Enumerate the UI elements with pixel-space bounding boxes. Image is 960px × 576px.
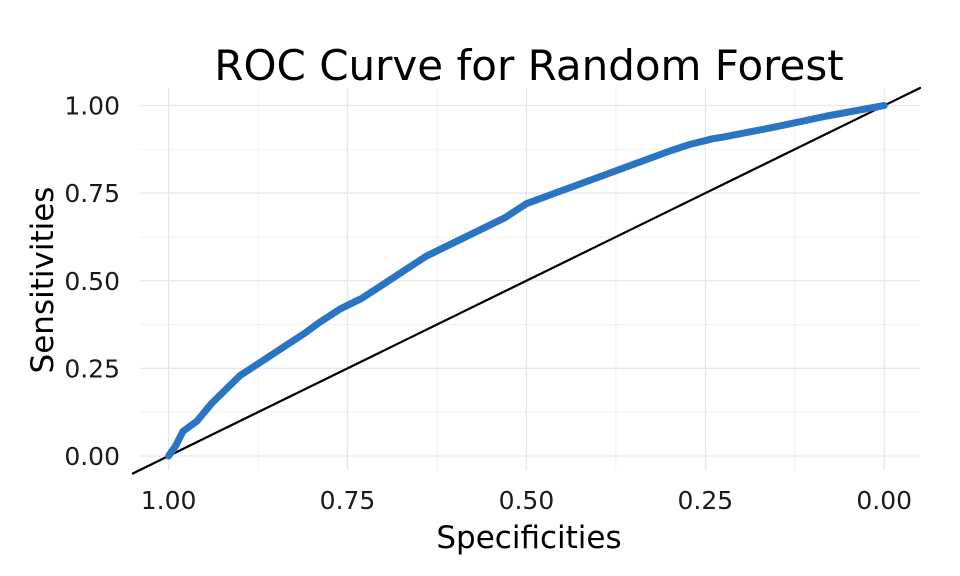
y-tick-label: 1.00 <box>64 92 120 121</box>
chart-title: ROC Curve for Random Forest <box>214 41 843 90</box>
x-axis-label: Specificities <box>436 520 621 556</box>
roc-curve-line <box>165 102 888 460</box>
y-axis-label: Sensitivities <box>25 187 61 374</box>
x-tick-label: 0.00 <box>856 486 912 515</box>
x-tick-label: 1.00 <box>141 486 197 515</box>
x-tick-label: 0.25 <box>677 486 733 515</box>
reference-diagonal-line <box>131 86 922 475</box>
y-tick-label: 0.50 <box>64 267 120 296</box>
y-tick-label: 0.75 <box>64 179 120 208</box>
grid <box>140 88 920 470</box>
tick-labels: 1.00 0.75 0.50 0.25 0.00 0.00 0.25 0.50 0.75 1.00 <box>64 92 912 515</box>
series-layer <box>131 86 922 475</box>
x-tick-label: 0.75 <box>320 486 376 515</box>
y-tick-label: 0.25 <box>64 354 120 383</box>
x-tick-label: 0.50 <box>499 486 555 515</box>
y-tick-label: 0.00 <box>64 442 120 471</box>
